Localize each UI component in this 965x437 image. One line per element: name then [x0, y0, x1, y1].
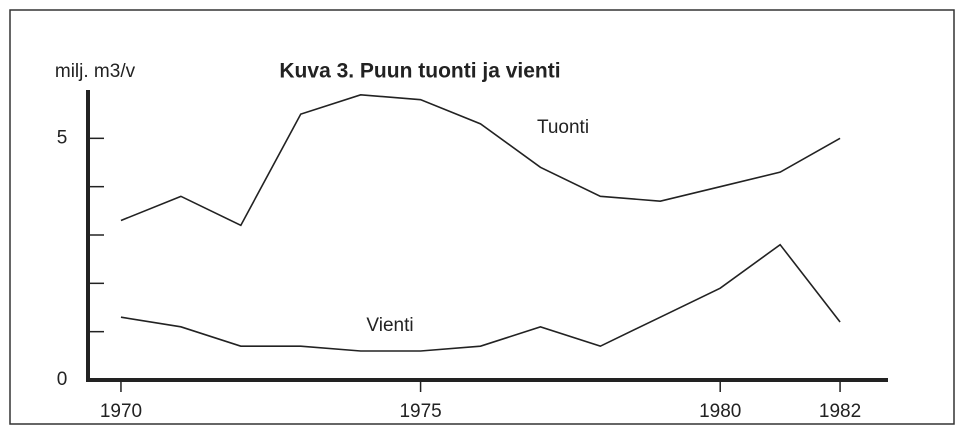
series-label: Tuonti [537, 117, 589, 138]
frame [9, 9, 955, 425]
y-tick-label: 0 [57, 369, 68, 390]
data-line [120, 243, 841, 352]
data-line [120, 94, 841, 227]
x-tick-label: 1970 [100, 401, 142, 422]
y-axis-label: milj. m3/v [55, 61, 136, 82]
y-tick-label: 5 [57, 127, 68, 148]
chart-title: Kuva 3. Puun tuonti ja vienti [279, 60, 560, 83]
x-tick-label: 1980 [699, 401, 741, 422]
series-label: Vienti [366, 315, 413, 336]
x-tick-label: 1982 [819, 401, 861, 422]
x-tick-label: 1975 [399, 401, 441, 422]
